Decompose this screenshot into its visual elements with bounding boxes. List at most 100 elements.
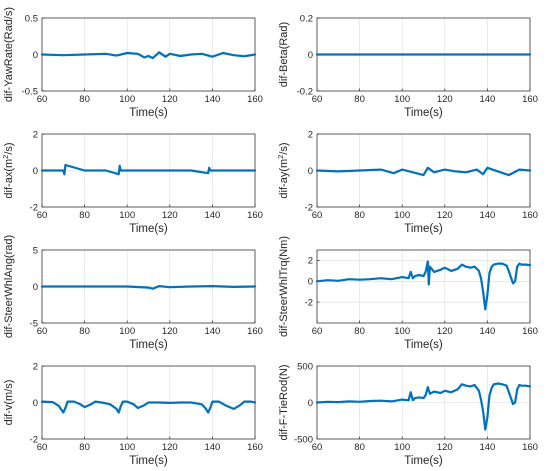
data-point [401,168,404,171]
data-point [488,394,491,397]
data-point [443,389,446,392]
data-point [529,385,531,388]
data-point [427,283,430,286]
data-point [424,394,427,397]
x-tick-label: 60 [312,210,323,221]
data-point [316,53,318,56]
data-point [480,398,482,401]
data-point [433,390,436,393]
data-point [401,53,404,56]
data-point [151,287,154,290]
data-point [62,411,65,414]
x-axis-label: Time(s) [404,339,443,351]
subplot-6: 60 80 100 120 140 160 -2 0 2 Time(s) dif-SteerWhlT… [278,236,538,351]
data-point [407,399,410,402]
data-point [208,166,211,169]
data-point [450,391,453,394]
data-point [143,56,146,59]
data-point [358,169,361,172]
subplot-8: 60 80 100 120 140 160 -500 0 500 Time(s) dif-F-Tie… [278,361,538,467]
data-point [147,286,150,289]
subplot-7: 60 80 100 120 140 160 -2 0 2 Time(s) dif-v(m/s) [3,361,263,467]
data-point [426,260,429,263]
data-point [232,54,235,57]
data-point [73,400,75,403]
x-tick-label: 160 [247,210,263,221]
data-point [390,400,393,403]
data-point [209,169,212,172]
data-point [254,401,256,404]
data-point [443,168,446,171]
data-point [469,266,472,269]
x-tick-label: 100 [394,94,410,105]
data-point [254,53,256,56]
data-point [239,404,241,407]
data-point [58,405,60,408]
y-tick-label: 0.2 [300,13,313,24]
data-point [224,404,227,407]
data-point [211,285,214,288]
data-point [433,171,436,174]
data-point [136,52,139,55]
data-point [358,400,361,403]
data-point [190,401,193,404]
data-point [465,171,467,174]
x-tick-label: 160 [522,326,538,337]
data-point [90,403,92,406]
data-point [358,278,361,281]
series-line [315,382,532,431]
y-tick-label: 2 [33,129,38,140]
x-tick-label: 80 [354,94,365,105]
y-axis-label: dif-YawRate(Rad/s) [3,7,15,102]
x-tick-label: 100 [394,326,410,337]
data-point [41,400,43,403]
data-point [514,280,516,283]
data-point [439,268,442,271]
data-point [443,266,446,269]
y-tick-label: 2 [308,129,313,140]
data-point [524,384,527,387]
data-point [490,265,493,268]
x-tick-label: 160 [247,94,263,105]
y-tick-label: -2 [30,202,38,213]
x-axis-label: Time(s) [129,339,168,351]
data-point [477,269,480,272]
x-tick-label: 60 [37,210,48,221]
data-point [473,265,476,268]
data-point [401,276,404,279]
data-point [507,269,510,272]
data-point [337,279,340,282]
data-point [411,399,414,402]
x-tick-label: 80 [79,210,90,221]
data-point [409,391,412,394]
x-tick-label: 140 [204,210,220,221]
data-point [422,397,425,400]
data-point [179,401,182,404]
data-point [450,269,453,272]
data-point [83,169,86,172]
data-point [316,169,318,172]
y-tick-label: -2 [30,434,38,445]
data-point [460,383,463,386]
data-point [158,51,161,54]
data-point [115,54,118,57]
x-tick-label: 140 [204,442,220,453]
x-axis-label: Time(s) [404,107,443,119]
data-point [316,401,318,404]
data-point [168,169,171,172]
data-point [520,384,523,387]
x-tick-label: 60 [37,94,48,105]
data-point [62,169,65,172]
x-tick-label: 60 [37,442,48,453]
data-point [64,164,67,166]
y-tick-label: 0 [33,50,38,61]
data-point [484,308,487,311]
data-point [119,405,122,408]
data-point [147,401,150,404]
data-point [164,55,167,58]
series-line [315,166,532,177]
data-point [249,400,252,403]
data-point [205,407,207,410]
x-axis-label: Time(s) [129,107,168,119]
y-tick-label: -0.5 [22,86,38,97]
